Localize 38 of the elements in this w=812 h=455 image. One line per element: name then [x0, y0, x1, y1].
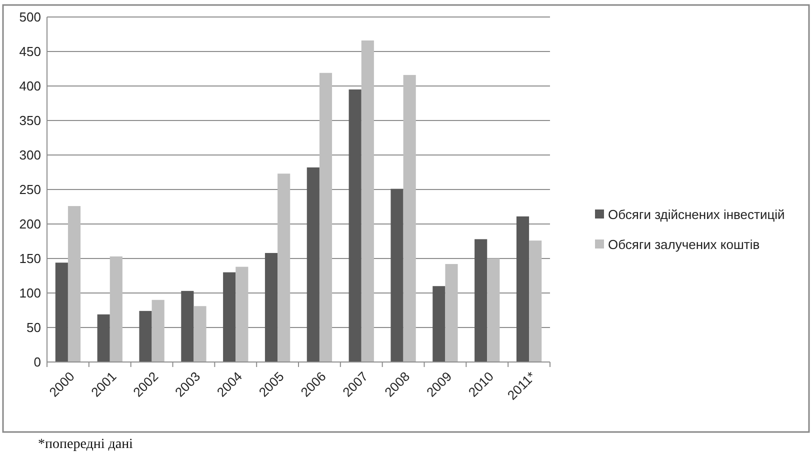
y-tick-label: 250: [19, 182, 41, 198]
bar: [264, 252, 278, 362]
y-tick-label: 200: [19, 216, 41, 232]
bar: [278, 174, 290, 362]
y-tick-label: 50: [26, 320, 41, 336]
bar: [306, 167, 320, 362]
y-tick-label: 0: [34, 354, 41, 370]
y-tick-label: 150: [19, 251, 41, 266]
bar: [55, 262, 68, 362]
y-tick-label: 350: [19, 113, 41, 128]
legend-label: Обсяги залучених коштів: [608, 237, 760, 252]
bar: [390, 188, 404, 362]
bar: [403, 74, 416, 362]
bar: [361, 40, 374, 362]
text: *попередні дані: [38, 437, 134, 452]
bar: [516, 216, 530, 362]
y-tick-label: 450: [19, 44, 41, 60]
bar: [529, 240, 542, 362]
bar: [236, 266, 248, 362]
bar: [487, 258, 500, 362]
y-tick-label: 300: [19, 148, 41, 163]
bar: [139, 310, 152, 362]
legend-label: Обсяги здійснених інвестицій: [608, 207, 785, 222]
bar: [474, 239, 488, 362]
bar: [97, 314, 110, 362]
bar: [152, 300, 164, 362]
y-tick-label: 400: [19, 78, 41, 94]
y-tick-label: 100: [19, 286, 41, 301]
bar: [110, 256, 122, 362]
bar: [181, 290, 194, 362]
bar: [194, 306, 206, 362]
bar: [348, 89, 362, 362]
bar: [68, 206, 81, 362]
y-tick-label: 500: [19, 10, 41, 25]
bar: [223, 272, 236, 362]
bar: [445, 264, 458, 362]
bar: [319, 72, 332, 362]
bar: [432, 286, 446, 362]
